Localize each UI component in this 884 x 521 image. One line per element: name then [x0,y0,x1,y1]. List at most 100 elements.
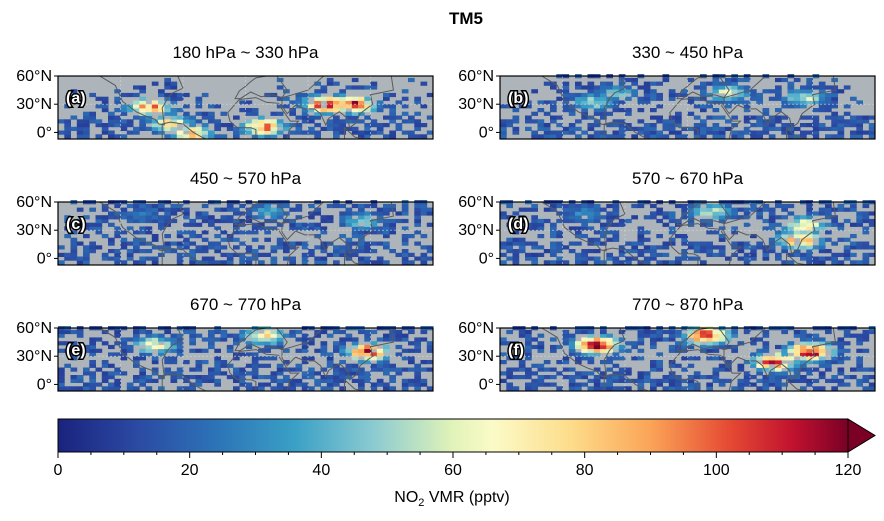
heat-cell [345,367,353,372]
heat-cell [95,104,103,109]
heat-cell [518,329,526,335]
heat-cell [414,203,421,209]
heat-cell [693,241,701,246]
heat-cell [258,348,265,353]
heat-cell [314,134,321,139]
heat-cell [837,89,845,94]
heat-cell [326,218,334,224]
heat-cell [668,333,676,338]
heat-cell [226,363,234,368]
heat-cell [787,230,795,235]
heat-cell [76,378,84,383]
heat-cell [376,356,384,361]
coastline [669,223,742,266]
heat-cell [345,252,353,257]
heat-cell [151,356,159,361]
heat-cell [593,123,601,128]
heat-cell [643,333,651,338]
heat-cell [358,360,365,365]
heat-cell [693,329,701,335]
heat-cell [668,337,676,342]
heat-cell [389,378,396,383]
heat-cell [781,260,788,265]
heat-cell [656,207,663,212]
heat-cell [581,252,588,257]
heat-cell [333,367,340,372]
heat-cell [401,211,409,216]
heat-cell [345,215,353,220]
heat-cell [83,134,90,139]
heat-cell [195,100,203,105]
heat-cell [83,386,90,391]
heat-cell [370,218,378,224]
heat-cell [781,352,788,357]
heat-cell [531,119,538,124]
heat-cell [712,126,720,131]
heat-cell [376,241,384,246]
heat-cell [706,130,713,135]
heat-cell [806,252,813,257]
heat-cell [133,203,140,209]
heat-cell [743,108,751,113]
heat-cell [108,371,115,376]
heat-cell [706,337,713,342]
heat-cell [512,237,520,242]
heat-cell [70,245,78,250]
heat-cell [89,375,96,380]
heat-cell [145,256,153,261]
heat-cell [587,226,595,231]
heat-cell [825,222,832,227]
heat-cell [587,337,595,342]
heat-cell [837,252,845,257]
heat-cell [825,329,832,335]
heat-cell [862,115,870,120]
heat-cell [550,81,557,86]
heat-cell [101,234,109,239]
heat-cell [568,123,576,128]
heat-cell [750,89,757,94]
heat-cell [295,123,303,128]
heat-cell [618,375,626,380]
heat-cell [525,356,532,361]
heat-cell [164,341,171,346]
heat-cell [101,108,109,113]
heat-cell [687,341,695,346]
heat-cell [587,203,595,209]
heat-cell [201,360,209,365]
heat-cell [195,382,203,387]
heat-cell [351,108,359,113]
heat-cell [556,230,563,235]
heat-cell [525,333,532,338]
heat-cell [76,123,84,128]
heat-cell [145,344,153,350]
heat-cell [562,218,570,224]
heat-cell [339,386,346,391]
heat-cell [401,226,409,231]
heat-cell [295,226,303,231]
heat-cell [712,130,720,135]
heat-cell [587,100,595,105]
heat-cell [512,108,520,113]
heat-cell [226,218,234,224]
heat-cell [401,218,409,224]
heat-cell [737,134,745,139]
heat-cell [793,375,801,380]
heat-cell [176,333,184,338]
heat-cell [768,96,776,101]
heat-cell [114,386,121,391]
heat-cell [170,96,178,101]
heat-cell [101,252,109,257]
heat-cell [787,211,795,216]
heat-cell [687,386,695,391]
heat-cell [568,226,576,231]
heat-cell [214,260,221,265]
heat-cell [525,126,532,131]
heat-cell [326,119,334,124]
heat-cell [800,352,807,357]
heat-cell [768,119,776,124]
heat-cell [793,367,801,372]
heat-cell [606,134,613,139]
heat-cell [706,222,713,227]
heat-cell [606,375,613,380]
heat-cell [850,222,857,227]
